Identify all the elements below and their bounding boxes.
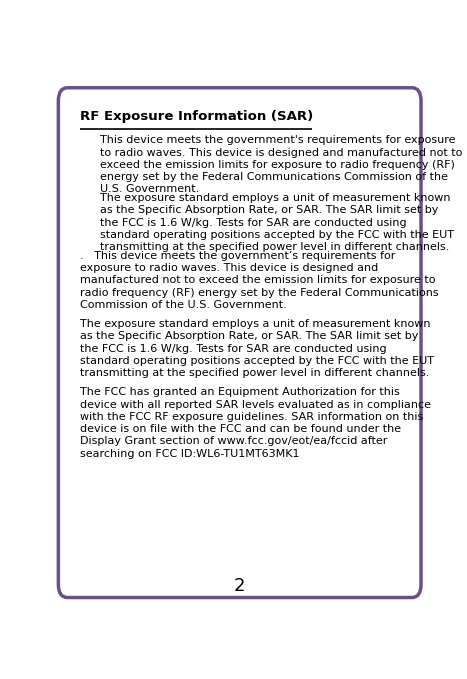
Text: The exposure standard employs a unit of measurement known
as the Specific Absorp: The exposure standard employs a unit of … (80, 319, 434, 378)
Text: RF Exposure Information (SAR): RF Exposure Information (SAR) (80, 110, 313, 123)
Text: The exposure standard employs a unit of measurement known
as the Specific Absorp: The exposure standard employs a unit of … (100, 193, 454, 252)
Text: .   This device meets the government’s requirements for
exposure to radio waves.: . This device meets the government’s req… (80, 251, 439, 310)
FancyBboxPatch shape (58, 88, 421, 598)
Text: The FCC has granted an Equipment Authorization for this
device with all reported: The FCC has granted an Equipment Authori… (80, 387, 431, 458)
Text: 2: 2 (234, 577, 245, 595)
Text: This device meets the government's requirements for exposure
to radio waves. Thi: This device meets the government's requi… (100, 135, 462, 194)
